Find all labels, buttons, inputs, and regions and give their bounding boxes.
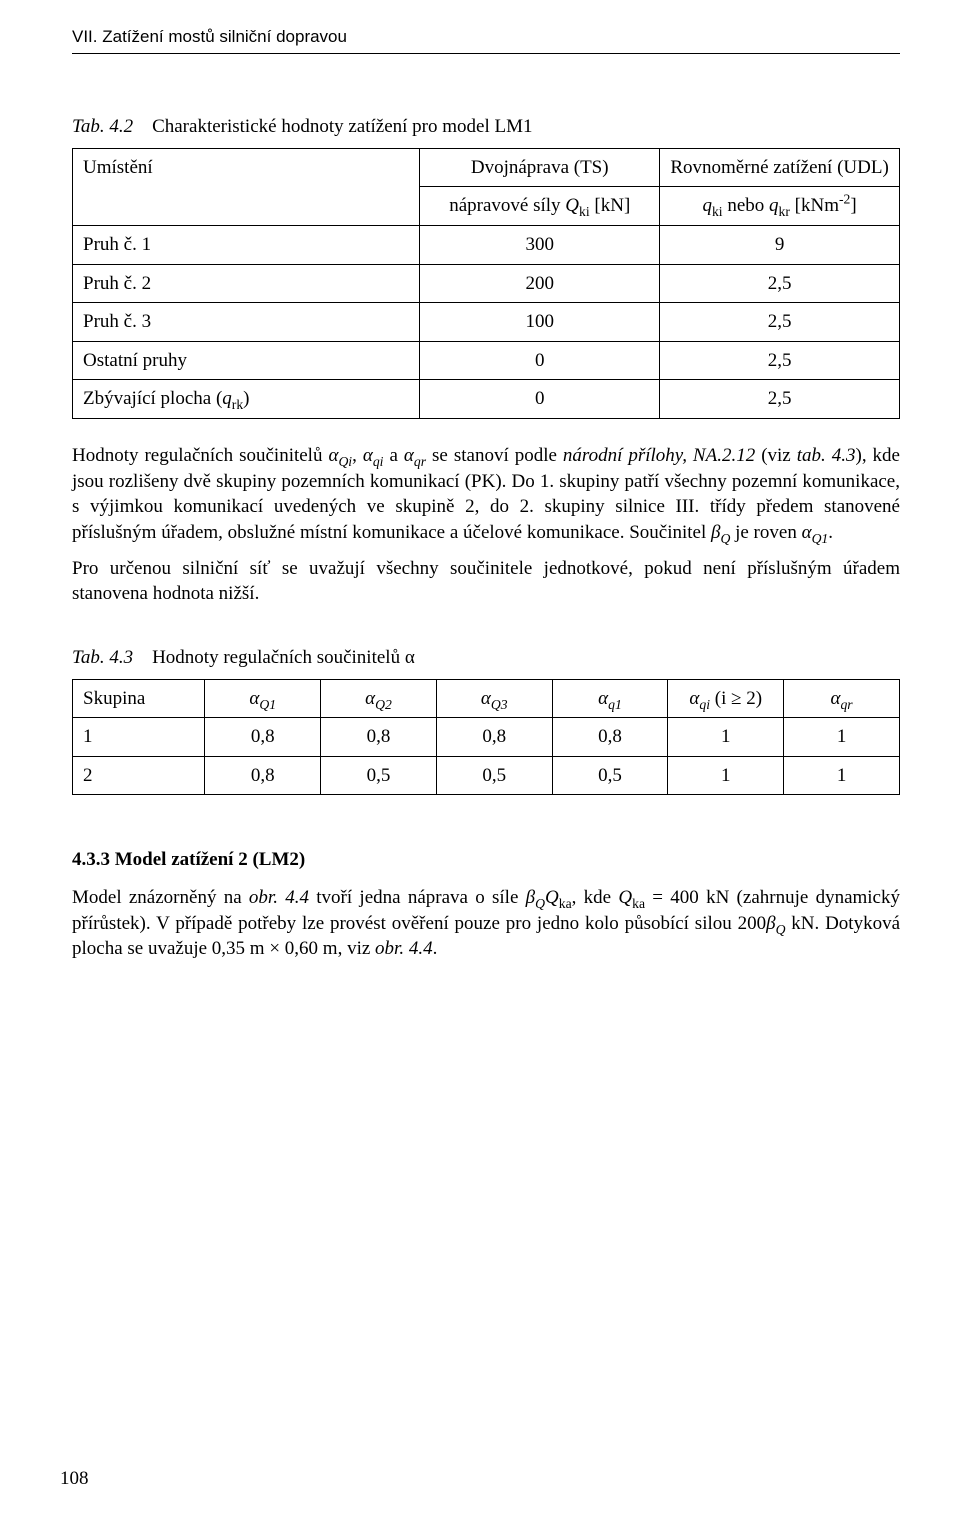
cell: 9 <box>660 225 900 264</box>
cell: Pruh č. 2 <box>73 264 420 303</box>
table-row: Pruh č. 3 100 2,5 <box>73 303 900 342</box>
cell: 1 <box>668 718 784 757</box>
table-row: Ostatní pruhy 0 2,5 <box>73 341 900 380</box>
cell: 0 <box>420 341 660 380</box>
table-row: 2 0,8 0,5 0,5 0,5 1 1 <box>73 756 900 795</box>
cell: 1 <box>784 756 900 795</box>
col-aQ1: αQ1 <box>205 679 321 718</box>
cell: Ostatní pruhy <box>73 341 420 380</box>
col-aQ3: αQ3 <box>436 679 552 718</box>
table-row: Zbývající plocha (qrk) 0 2,5 <box>73 380 900 419</box>
table-row: 1 0,8 0,8 0,8 0,8 1 1 <box>73 718 900 757</box>
table-header-row: Skupina αQ1 αQ2 αQ3 αq1 αqi (i ≥ 2) αqr <box>73 679 900 718</box>
cell: 1 <box>784 718 900 757</box>
cell: 0,8 <box>205 718 321 757</box>
col-aQ2: αQ2 <box>321 679 437 718</box>
cell: 100 <box>420 303 660 342</box>
body-paragraph: Hodnoty regulačních součinitelů αQi, αqi… <box>72 443 900 546</box>
cell: 200 <box>420 264 660 303</box>
cell: 1 <box>73 718 205 757</box>
cell: 2,5 <box>660 303 900 342</box>
cell: 0,8 <box>436 718 552 757</box>
cell: Pruh č. 1 <box>73 225 420 264</box>
table-4-2-caption: Tab. 4.2 Charakteristické hodnoty zatíže… <box>72 114 900 140</box>
table-4-2: Umístění Dvojnáprava (TS) Rovnoměrné zat… <box>72 148 900 419</box>
caption-text: Charakteristické hodnoty zatížení pro mo… <box>152 116 532 137</box>
cell: 0,8 <box>321 718 437 757</box>
cell: 0,5 <box>321 756 437 795</box>
cell: 2,5 <box>660 380 900 419</box>
cell: 0,8 <box>552 718 668 757</box>
col-ts-title: Dvojnáprava (TS) <box>420 148 660 187</box>
table-row: Pruh č. 1 300 9 <box>73 225 900 264</box>
cell: 0 <box>420 380 660 419</box>
cell: 2,5 <box>660 264 900 303</box>
body-paragraph: Model znázorněný na obr. 4.4 tvoří jedna… <box>72 885 900 962</box>
col-udl-title: Rovnoměrné zatížení (UDL) <box>660 148 900 187</box>
col-aqi: αqi (i ≥ 2) <box>668 679 784 718</box>
cell: 2,5 <box>660 341 900 380</box>
caption-number: Tab. 4.2 <box>72 116 133 137</box>
cell: Pruh č. 3 <box>73 303 420 342</box>
col-skupina: Skupina <box>73 679 205 718</box>
section-heading: 4.3.3 Model zatížení 2 (LM2) <box>72 847 900 873</box>
cell: 2 <box>73 756 205 795</box>
table-4-3-caption: Tab. 4.3 Hodnoty regulačních součinitelů… <box>72 645 900 671</box>
caption-text: Hodnoty regulačních součinitelů α <box>152 647 415 668</box>
cell: Zbývající plocha (qrk) <box>73 380 420 419</box>
cell: 0,8 <box>205 756 321 795</box>
col-ts-subtitle: nápravové síly Qki [kN] <box>420 187 660 226</box>
caption-number: Tab. 4.3 <box>72 647 133 668</box>
body-paragraph: Pro určenou silniční síť se uvažují všec… <box>72 556 900 607</box>
table-row: Pruh č. 2 200 2,5 <box>73 264 900 303</box>
col-udl-subtitle: qki nebo qkr [kNm-2] <box>660 187 900 226</box>
table-4-3: Skupina αQ1 αQ2 αQ3 αq1 αqi (i ≥ 2) αqr … <box>72 679 900 796</box>
cell: 300 <box>420 225 660 264</box>
table-header-row-1: Umístění Dvojnáprava (TS) Rovnoměrné zat… <box>73 148 900 187</box>
col-aq1: αq1 <box>552 679 668 718</box>
running-head: VII. Zatížení mostů silniční dopravou <box>72 0 900 54</box>
cell: 1 <box>668 756 784 795</box>
col-umisteni: Umístění <box>73 148 420 225</box>
col-aqr: αqr <box>784 679 900 718</box>
cell: 0,5 <box>552 756 668 795</box>
page-number: 108 <box>60 1466 89 1492</box>
cell: 0,5 <box>436 756 552 795</box>
